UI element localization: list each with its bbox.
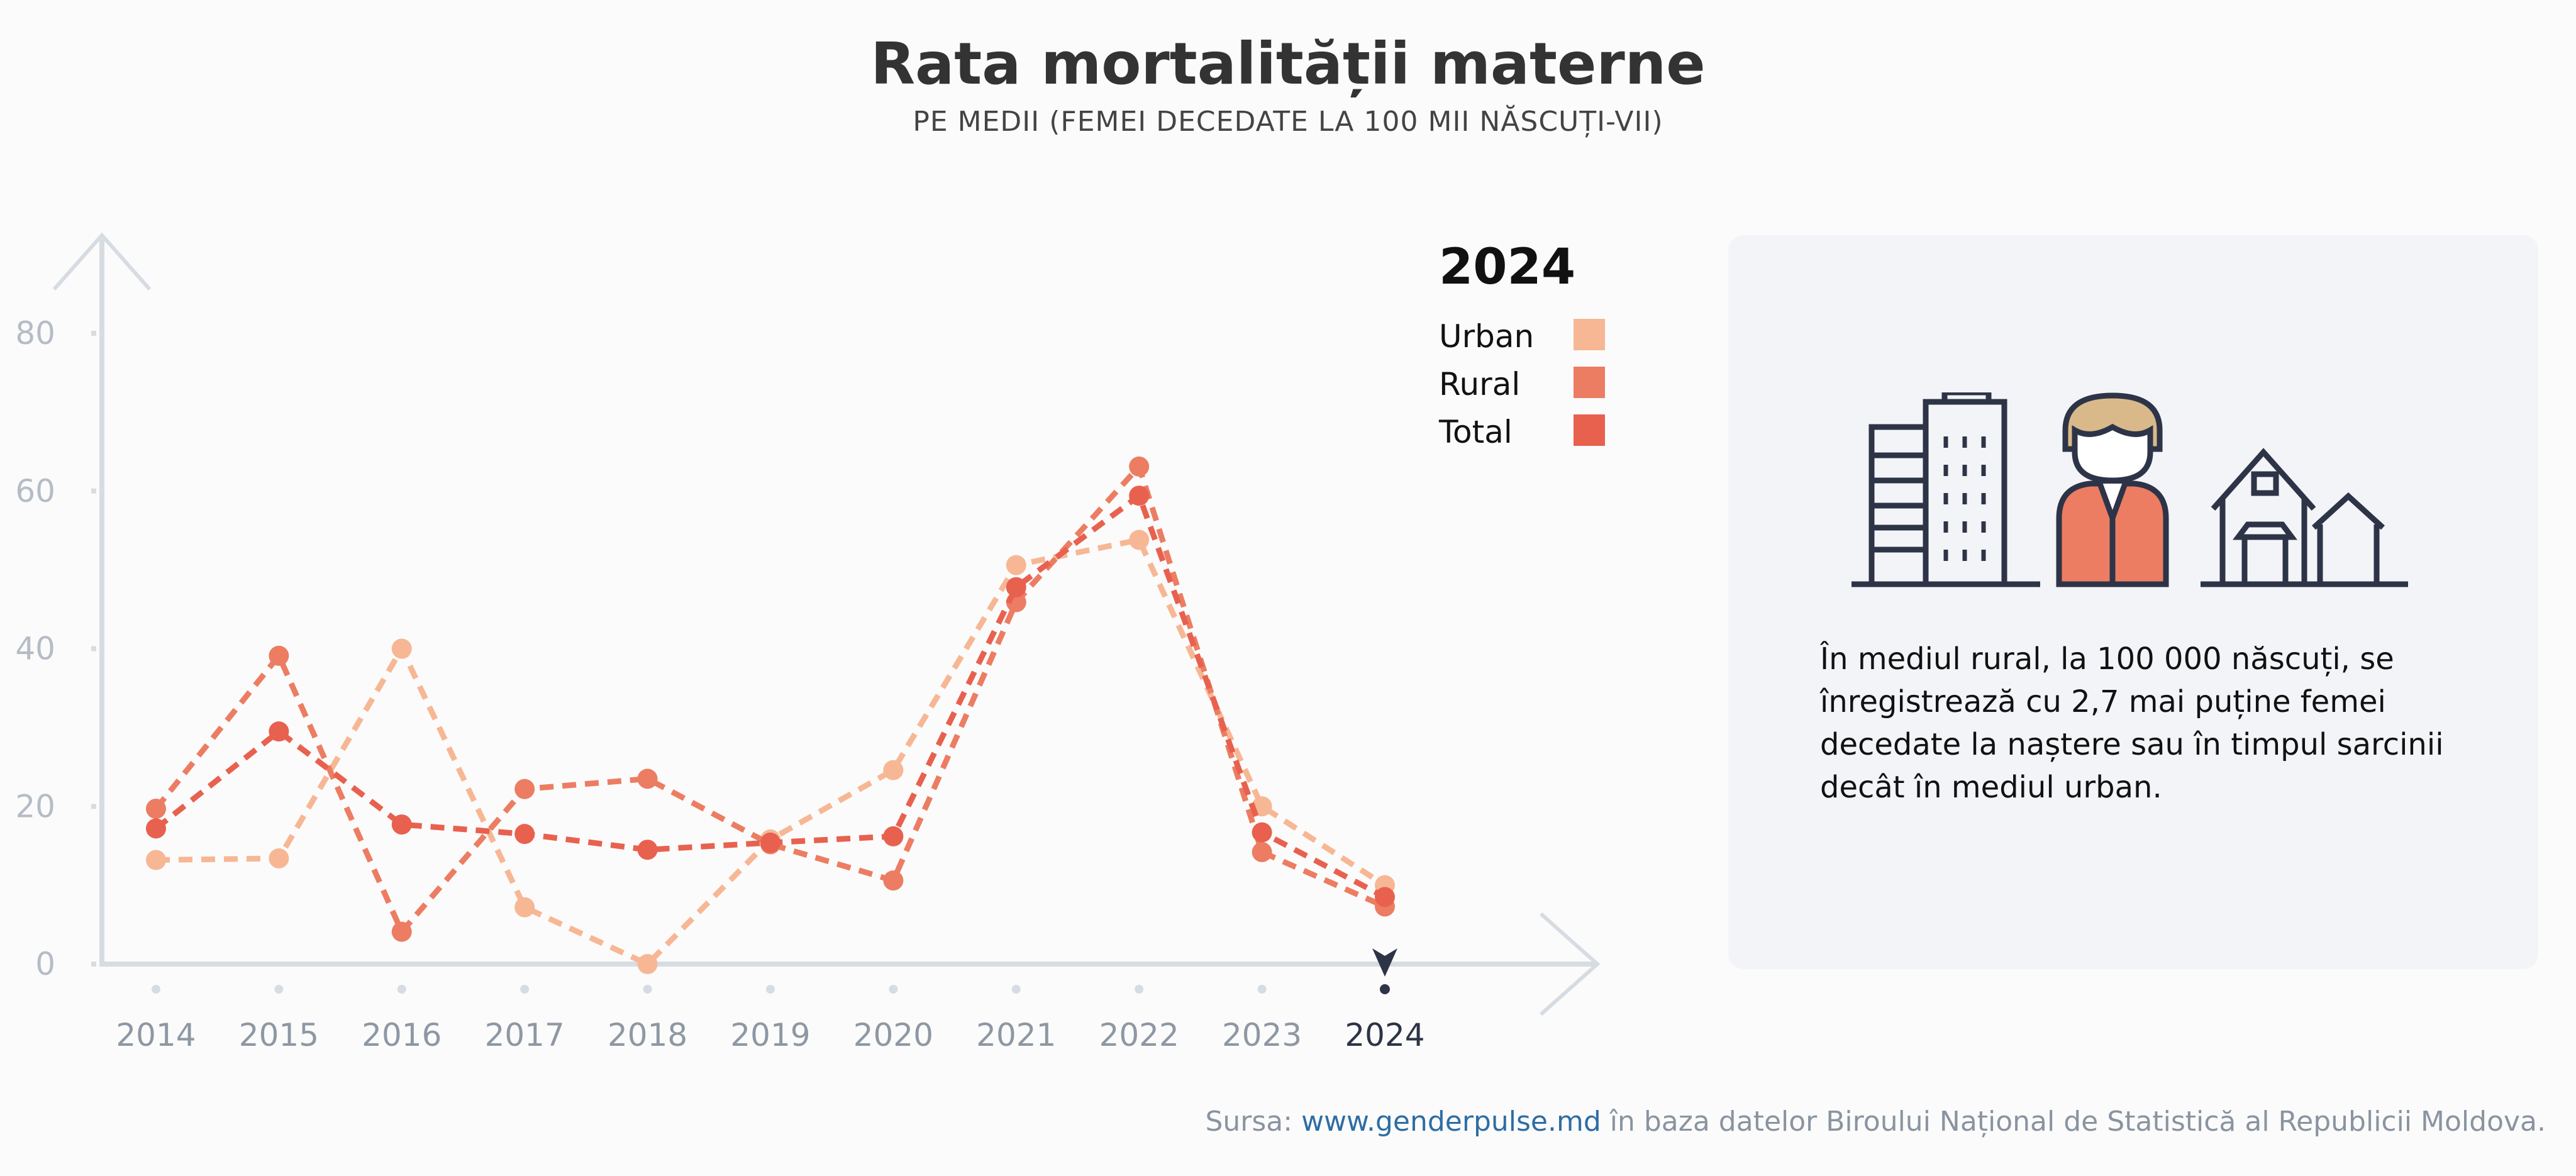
data-point-rural (146, 799, 166, 819)
x-tick-label: 2022 (1099, 1017, 1179, 1053)
y-tick-label: 0 (35, 946, 55, 982)
x-tick-label: 2023 (1222, 1017, 1302, 1053)
y-axis-arrow (52, 232, 152, 291)
line-chart: 0 20 40 60 80 2014 2015 2016 2017 2018 2019 2020 202… (15, 232, 1601, 1053)
illustration (1852, 392, 2408, 587)
x-tick-dot (520, 985, 530, 994)
source-prefix: Sursa: (1205, 1106, 1302, 1138)
x-tick-dot (1011, 985, 1021, 994)
data-point-total (391, 814, 412, 835)
series-group (146, 456, 1395, 974)
legend-swatch-urban (1574, 319, 1605, 350)
y-tick-label: 20 (15, 788, 55, 824)
x-tick-label: 2018 (608, 1017, 687, 1053)
data-point-rural (883, 870, 904, 891)
data-point-urban (883, 760, 904, 780)
y-tick (91, 488, 96, 494)
x-tick-label: 2015 (239, 1017, 319, 1053)
x-tick-dot (274, 985, 284, 994)
info-panel: În mediul rural, la 100 000 născuți, se … (1728, 235, 2538, 969)
data-point-rural (1252, 841, 1272, 862)
x-tick-dot (889, 985, 898, 994)
city-buildings-icon (1852, 392, 2040, 587)
x-tick-dot (1135, 985, 1144, 994)
legend-item-rural[interactable]: Rural (1439, 366, 1521, 402)
x-tick-label: 2020 (853, 1017, 933, 1053)
y-tick (91, 804, 96, 809)
page-subtitle: PE MEDII (FEMEI DECEDATE LA 100 MII NĂSC… (913, 106, 1663, 138)
village-house-icon (2201, 448, 2408, 587)
data-point-urban (391, 638, 412, 659)
data-point-rural (391, 921, 412, 942)
woman-avatar-icon (2056, 392, 2169, 587)
data-point-total (1252, 822, 1272, 843)
data-point-rural (637, 768, 658, 789)
data-point-total (269, 721, 289, 742)
data-point-total (760, 832, 780, 853)
selected-year-marker-icon (1372, 948, 1397, 977)
data-point-total (1375, 887, 1395, 907)
data-point-total (1006, 577, 1026, 597)
data-point-urban (1129, 530, 1150, 550)
data-point-urban (269, 848, 289, 868)
source-note: Sursa: www.genderpulse.md în baza datelo… (1205, 1106, 2546, 1138)
x-tick-label: 2016 (362, 1017, 441, 1053)
panel-description: În mediul rural, la 100 000 născuți, se … (1820, 641, 2444, 805)
x-axis-arrow (1540, 912, 1601, 1016)
legend-swatch-total (1574, 414, 1605, 446)
legend-title: 2024 (1439, 239, 1576, 296)
source-link[interactable]: www.genderpulse.md (1301, 1106, 1601, 1138)
x-tick-dot (1380, 984, 1390, 994)
data-point-urban (514, 897, 535, 918)
x-tick-dot (643, 985, 652, 994)
source-suffix: în baza datelor Biroului Național de Sta… (1601, 1106, 2546, 1138)
data-point-rural (1129, 456, 1150, 477)
y-tick-label: 80 (15, 315, 55, 352)
data-point-total (637, 840, 658, 860)
y-tick (91, 962, 96, 967)
data-point-total (1129, 485, 1150, 506)
y-tick (91, 646, 96, 652)
x-tick-label: 2021 (976, 1017, 1056, 1053)
x-tick-label: 2014 (116, 1017, 196, 1053)
y-tick-label: 60 (15, 473, 55, 509)
data-point-urban (637, 954, 658, 974)
legend-item-urban[interactable]: Urban (1439, 318, 1535, 355)
data-point-urban (146, 850, 166, 870)
x-tick-dot (1257, 985, 1267, 994)
axes: 0 20 40 60 80 2014 2015 2016 2017 2018 2019 2020 202… (15, 232, 1601, 1053)
x-tick-dot (766, 985, 775, 994)
x-tick-dot (152, 985, 160, 994)
data-point-urban (1006, 555, 1026, 575)
data-point-total (146, 818, 166, 839)
data-point-total (883, 826, 904, 846)
x-tick-label: 2017 (485, 1017, 565, 1053)
series-line-urban (155, 536, 1387, 968)
y-tick-label: 40 (15, 631, 55, 667)
x-tick-dot (397, 985, 406, 994)
x-tick-label: 2024 (1345, 1017, 1424, 1053)
legend-swatch-rural (1574, 367, 1605, 398)
legend-item-total[interactable]: Total (1439, 414, 1513, 450)
data-point-rural (514, 779, 535, 799)
x-tick-label: 2019 (730, 1017, 810, 1053)
data-point-total (514, 824, 535, 845)
page-title: Rata mortalității materne (870, 30, 1706, 97)
y-tick (91, 331, 96, 336)
data-point-rural (269, 645, 289, 666)
series-line-rural (153, 461, 1386, 937)
